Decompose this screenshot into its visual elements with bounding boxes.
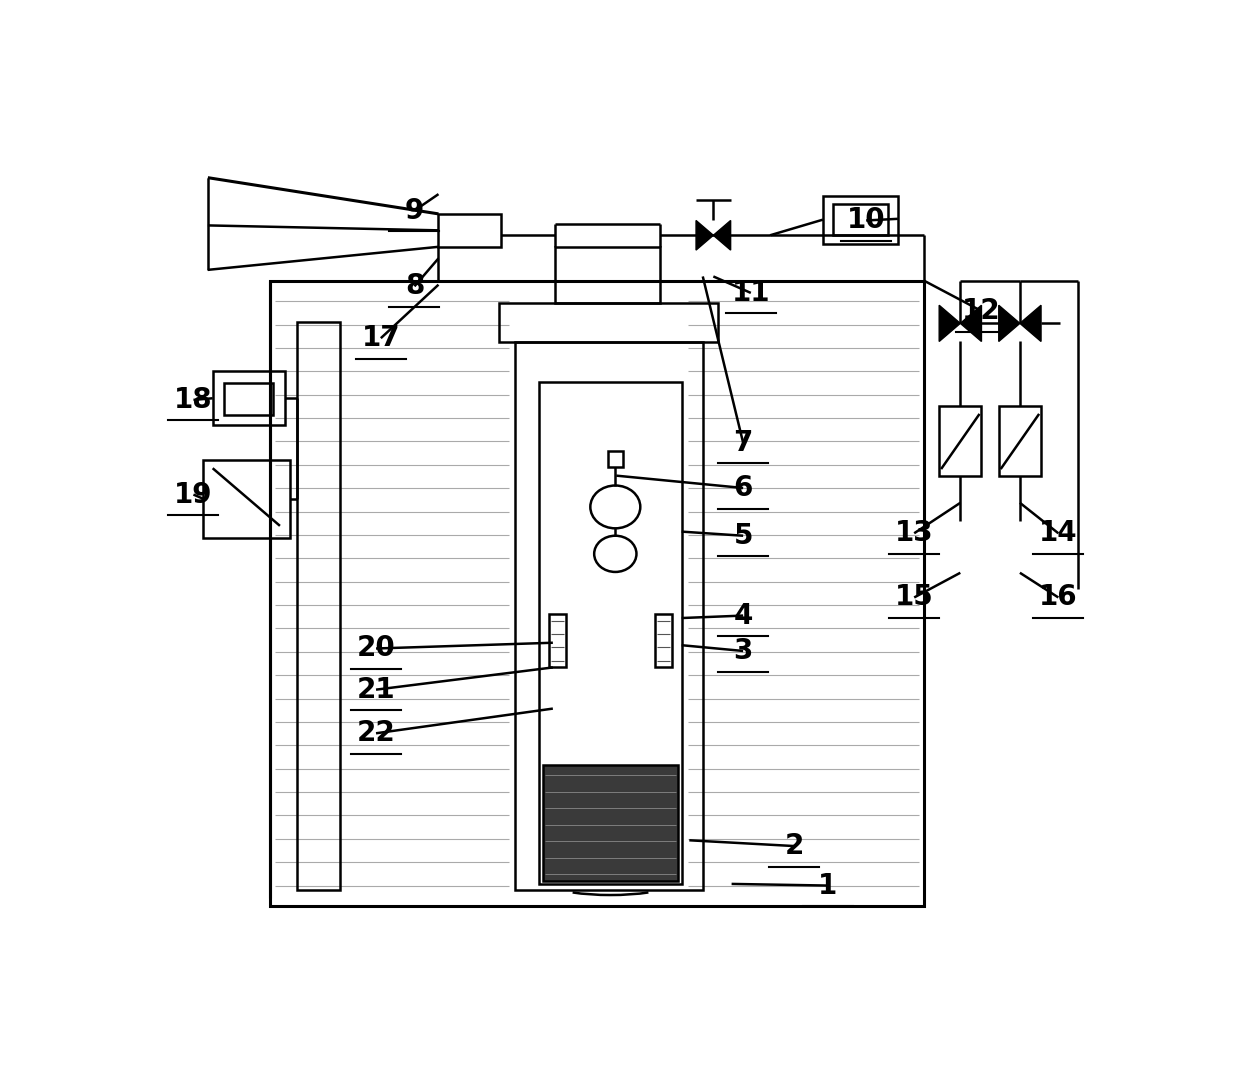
Text: 17: 17 — [362, 324, 401, 352]
Polygon shape — [713, 220, 730, 250]
Bar — [655, 614, 672, 667]
Text: 13: 13 — [895, 520, 934, 547]
Text: 7: 7 — [733, 429, 753, 456]
Bar — [823, 196, 898, 244]
Text: 6: 6 — [733, 474, 753, 502]
Bar — [998, 405, 1042, 476]
Bar — [439, 214, 501, 247]
Polygon shape — [696, 220, 713, 250]
Bar — [203, 460, 290, 538]
Text: 15: 15 — [895, 584, 934, 611]
Bar — [549, 614, 567, 667]
Text: 14: 14 — [1039, 520, 1078, 547]
Text: 2: 2 — [785, 832, 804, 861]
Text: 8: 8 — [404, 273, 424, 300]
Text: 22: 22 — [357, 719, 396, 747]
Bar — [539, 382, 682, 884]
Text: 18: 18 — [174, 386, 213, 414]
Bar — [516, 342, 703, 889]
Bar — [298, 322, 340, 889]
Text: 5: 5 — [733, 522, 753, 549]
Bar — [498, 303, 718, 342]
Text: 3: 3 — [733, 637, 753, 665]
Text: 10: 10 — [847, 206, 885, 234]
Bar — [554, 247, 661, 303]
Text: 16: 16 — [1039, 584, 1078, 611]
Polygon shape — [939, 306, 960, 341]
Text: 9: 9 — [404, 197, 424, 224]
Bar — [543, 765, 678, 881]
Text: 1: 1 — [818, 871, 837, 899]
Text: 21: 21 — [357, 676, 396, 703]
Bar — [224, 383, 273, 415]
Text: 11: 11 — [732, 279, 770, 307]
Bar — [939, 405, 982, 476]
Text: 4: 4 — [733, 602, 753, 630]
Bar — [832, 204, 888, 235]
Text: 19: 19 — [174, 481, 213, 509]
Polygon shape — [1019, 306, 1042, 341]
Bar — [270, 280, 924, 907]
Polygon shape — [960, 306, 982, 341]
Polygon shape — [998, 306, 1019, 341]
Bar — [608, 451, 622, 467]
Text: 20: 20 — [357, 635, 396, 663]
Bar — [213, 371, 285, 424]
Text: 12: 12 — [962, 297, 1001, 325]
